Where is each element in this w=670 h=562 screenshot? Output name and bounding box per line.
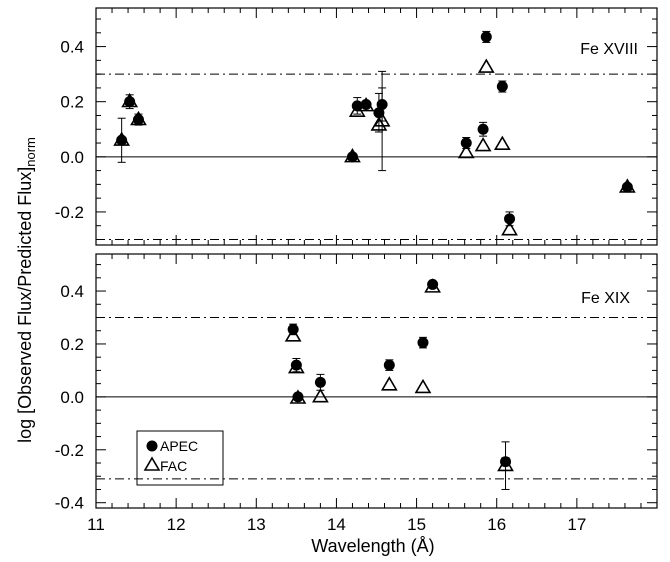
- data-point-apec: [290, 359, 302, 371]
- x-tick-label: 14: [327, 515, 346, 534]
- data-point-apec: [360, 98, 372, 110]
- data-point-fac: [380, 376, 398, 391]
- x-tick-label: 15: [407, 515, 426, 534]
- x-tick-label: 12: [167, 515, 186, 534]
- data-point-fac: [414, 378, 432, 394]
- data-point-apec: [383, 359, 395, 371]
- panel-label-fe-xviii: Fe XVIII: [580, 41, 638, 58]
- y-tick-label: -0.2: [55, 203, 84, 222]
- y-axis-title-subscript: norm: [23, 137, 38, 167]
- data-point-apec: [477, 123, 489, 135]
- plot-frame: [95, 253, 658, 509]
- data-point-apec: [460, 137, 472, 149]
- x-tick-label: 13: [247, 515, 266, 534]
- y-tick-label: -0.4: [55, 494, 84, 513]
- data-point-fac: [287, 358, 305, 374]
- data-point-fac: [501, 221, 518, 236]
- panel-fe-xviii: -0.2 0.0 0.2 0.4 Fe XVIII: [55, 7, 658, 246]
- data-point-apec: [427, 278, 439, 290]
- y-tick-label: 0.4: [60, 282, 84, 301]
- data-point-fac: [312, 388, 329, 403]
- legend-marker-apec: [146, 440, 158, 452]
- x-tick-label: 16: [487, 515, 506, 534]
- data-point-fac: [493, 135, 511, 151]
- panel-label-fe-xix: Fe XIX: [581, 290, 630, 307]
- legend-marker-fac: [143, 456, 161, 471]
- y-tick-label: 0.2: [60, 335, 84, 354]
- panel-fe-xix: 11 12 13 14 15 16 17 -0.4 -0.2 0.0 0.2 0.4 Fe XIX: [55, 253, 658, 534]
- data-point-fac: [618, 178, 636, 193]
- plot-area: 11 12 13 14 15 16 17 -0.4 -0.2 0.0 0.2 0.4: [55, 253, 658, 534]
- data-point-fac: [284, 327, 302, 342]
- data-point-fac: [373, 112, 391, 127]
- data-point-fac: [357, 97, 375, 112]
- y-axis-title: log [Observed Flux/Predicted Flux]norm: [15, 137, 38, 443]
- legend-label-apec: APEC: [160, 438, 198, 454]
- data-point-apec: [496, 81, 508, 93]
- plot-frame: [95, 7, 658, 246]
- data-point-fac: [474, 137, 492, 152]
- data-point-fac: [497, 456, 514, 472]
- data-point-fac: [130, 110, 147, 126]
- legend: APEC FAC: [136, 430, 224, 486]
- legend-box: [136, 430, 224, 486]
- legend-label-fac: FAC: [160, 458, 187, 474]
- y-tick-label: -0.2: [55, 441, 84, 460]
- x-axis-title: Wavelength (Å): [311, 536, 434, 556]
- data-point-fac: [424, 278, 441, 293]
- plot-area: -0.2 0.0 0.2 0.4: [55, 7, 658, 246]
- data-point-fac: [457, 143, 475, 159]
- x-tick-label: 11: [87, 515, 105, 534]
- y-tick-label: 0.0: [60, 148, 84, 167]
- data-point-fac: [344, 148, 361, 163]
- x-tick-label: 17: [567, 515, 586, 534]
- y-tick-label: 0.4: [60, 38, 84, 57]
- svg-text:log [Observed Flux/Predicted F: log [Observed Flux/Predicted Flux]norm: [15, 137, 38, 443]
- data-point-fac: [289, 389, 307, 404]
- y-tick-label: 0.0: [60, 388, 84, 407]
- data-point-apec: [504, 213, 516, 225]
- data-point-fac: [477, 58, 495, 73]
- data-point-fac: [113, 131, 131, 146]
- data-point-apec: [417, 337, 429, 349]
- data-point-apec: [480, 31, 492, 43]
- y-tick-label: 0.2: [60, 93, 84, 112]
- data-point-fac: [121, 92, 139, 108]
- data-point-apec: [314, 376, 326, 388]
- y-axis-title-main: log [Observed Flux/Predicted Flux]: [15, 167, 35, 443]
